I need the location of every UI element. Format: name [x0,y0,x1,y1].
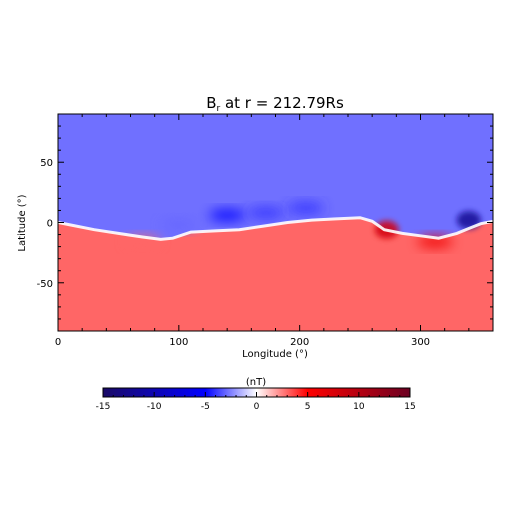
colorbar-tick-label: 0 [254,402,260,412]
colorbar: (nT) -15 -10 -5 0 5 10 15 [96,377,416,412]
chart-title: Br at r = 212.79Rs [206,94,344,114]
x-tick-label: 300 [411,337,430,348]
y-tick-label: 50 [40,158,53,169]
heatmap-plot [58,114,493,331]
colorbar-tick-label: 10 [353,402,365,412]
x-tick-label: 0 [55,337,61,348]
field-feature [247,206,284,219]
plot-ticks [57,113,494,332]
field-feature [209,209,246,222]
colorbar-tick-label: -10 [147,402,162,412]
colorbar-tick-label: -5 [201,402,210,412]
colorbar-label: (nT) [246,377,266,388]
colorbar-tick-label: 15 [404,402,415,412]
x-tick-label: 100 [169,337,188,348]
colorbar-tick-label: -15 [96,402,111,412]
neutral-line [58,216,493,241]
x-tick-label: 200 [290,337,309,348]
field-feature [287,202,324,215]
x-axis-label: Longitude (°) [242,349,308,360]
field-feature [417,235,453,248]
y-tick-label: 0 [47,219,53,230]
south-region [58,217,493,331]
y-axis-label: Latitude (°) [17,194,28,251]
field-feature [160,218,197,231]
y-tick-label: -50 [37,279,53,290]
colorbar-tick-label: 5 [305,402,311,412]
